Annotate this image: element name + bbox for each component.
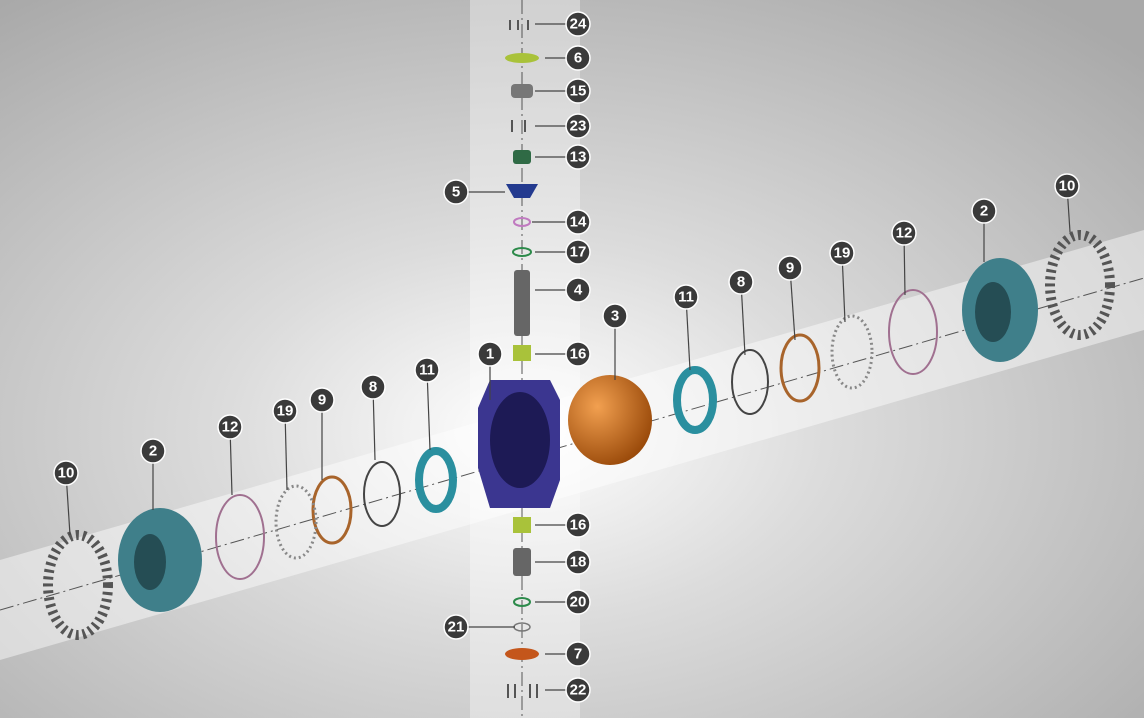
callout-label: 4 bbox=[574, 282, 583, 299]
bushing bbox=[511, 84, 533, 98]
callout-label: 1 bbox=[486, 346, 494, 363]
callout-label: 7 bbox=[574, 646, 582, 663]
callout-label: 21 bbox=[448, 619, 465, 636]
callout-label: 22 bbox=[570, 682, 587, 699]
callout-label: 8 bbox=[369, 379, 377, 396]
callout-label: 14 bbox=[570, 214, 587, 231]
callout-label: 11 bbox=[678, 289, 694, 306]
callout-label: 9 bbox=[786, 260, 794, 277]
callout-label: 5 bbox=[452, 184, 460, 201]
callout-label: 23 bbox=[570, 118, 587, 135]
callout-label: 13 bbox=[570, 149, 587, 166]
callout-label: 8 bbox=[737, 274, 745, 291]
ball bbox=[568, 375, 652, 465]
bearing bbox=[513, 345, 531, 361]
callout-label: 2 bbox=[980, 203, 988, 220]
callout-label: 16 bbox=[570, 346, 587, 363]
trunnion bbox=[513, 548, 531, 576]
callout-label: 2 bbox=[149, 443, 157, 460]
callout-label: 12 bbox=[222, 419, 239, 436]
flange-bore bbox=[975, 282, 1011, 342]
callout-label: 19 bbox=[834, 245, 851, 262]
callout-label: 3 bbox=[611, 308, 619, 325]
bearing bbox=[513, 517, 531, 533]
cover bbox=[505, 648, 539, 660]
callout-label: 20 bbox=[570, 594, 587, 611]
exploded-view-diagram: 2461523135141741613161820217221189191221… bbox=[0, 0, 1144, 718]
callout-label: 10 bbox=[1059, 178, 1076, 195]
plate bbox=[505, 53, 539, 63]
callout-label: 12 bbox=[896, 225, 913, 242]
callout-label: 10 bbox=[58, 465, 75, 482]
page: 2461523135141741613161820217221189191221… bbox=[0, 0, 1144, 718]
callout-label: 6 bbox=[574, 50, 582, 67]
stem bbox=[514, 270, 530, 336]
callout-label: 19 bbox=[277, 403, 294, 420]
callout-label: 11 bbox=[419, 362, 435, 379]
flange-bore bbox=[134, 534, 166, 590]
callout-label: 15 bbox=[570, 83, 587, 100]
valve-bore bbox=[490, 392, 550, 488]
callout-label: 17 bbox=[570, 244, 587, 261]
callout-label: 24 bbox=[570, 16, 587, 33]
callout-label: 9 bbox=[318, 392, 326, 409]
bushing bbox=[513, 150, 531, 164]
callout-label: 18 bbox=[570, 554, 587, 571]
callout-label: 16 bbox=[570, 517, 587, 534]
